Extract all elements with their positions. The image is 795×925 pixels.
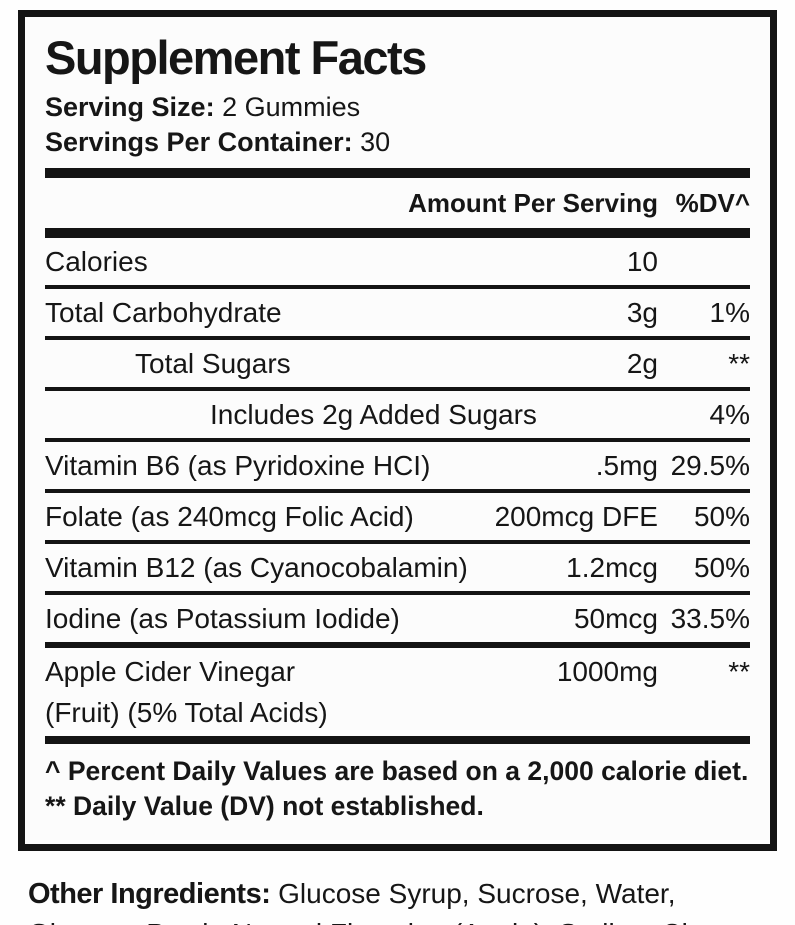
column-header-dv: %DV^ (675, 187, 750, 218)
thick-divider-top (45, 167, 750, 178)
footnotes: ^ Percent Daily Values are based on a 2,… (45, 744, 750, 832)
row-divider (45, 336, 750, 341)
nutrient-name: Includes 2g Added Sugars (210, 399, 537, 431)
row-divider (45, 489, 750, 494)
panel-title: Supplement Facts (45, 31, 427, 84)
nutrient-row: Calories 10 (45, 238, 750, 285)
serving-size-line: Serving Size: 2 Gummies (45, 90, 750, 125)
column-header-row: Amount Per Serving %DV^ (45, 178, 750, 229)
footnote-dv-not-established: ** Daily Value (DV) not established. (45, 791, 484, 822)
nutrient-dv: 50% (693, 501, 750, 533)
nutrient-rows: Calories 10 Total Carbohydrate 3g 1% Tot… (45, 238, 750, 745)
nutrient-amount: 1000mg (556, 656, 658, 688)
nutrient-dv: 33.5% (670, 603, 750, 635)
row-divider (45, 540, 750, 545)
other-ingredients-label: Other Ingredients: (28, 878, 271, 911)
row-divider (45, 285, 750, 290)
footnote-daily-values: ^ Percent Daily Values are based on a 2,… (45, 756, 749, 787)
nutrient-amount: 50mcg (573, 603, 658, 635)
nutrient-name: Vitamin B6 (as Pyridoxine HCI) (45, 450, 431, 482)
nutrient-row: Vitamin B12 (as Cyanocobalamin) 1.2mcg 5… (45, 544, 750, 591)
nutrient-name: Vitamin B12 (as Cyanocobalamin) (45, 552, 468, 584)
row-divider (45, 591, 750, 596)
serving-size-label: Serving Size: (45, 91, 215, 122)
nutrient-amount: 1.2mcg (566, 552, 658, 584)
servings-per-container-value: 30 (360, 126, 391, 157)
nutrient-row: Vitamin B6 (as Pyridoxine HCI) .5mg 29.5… (45, 442, 750, 489)
supplement-facts-panel: Supplement Facts Serving Size: 2 Gummies… (18, 10, 777, 852)
nutrient-amount: 200mcg DFE (494, 501, 658, 533)
nutrient-row: Total Sugars 2g ** (45, 340, 750, 387)
nutrient-name: Calories (45, 246, 148, 278)
nutrient-amount: .5mg (595, 450, 658, 482)
nutrient-dv: ** (728, 348, 750, 380)
nutrient-dv: 29.5% (670, 450, 750, 482)
nutrient-row: Folate (as 240mcg Folic Acid) 200mcg DFE… (45, 493, 750, 540)
nutrient-row: Total Carbohydrate 3g 1% (45, 289, 750, 336)
nutrient-row: Apple Cider Vinegar 1000mg ** (Fruit) (5… (45, 648, 750, 736)
nutrient-row: Includes 2g Added Sugars 4% (45, 391, 750, 438)
servings-per-container-line: Servings Per Container: 30 (45, 125, 750, 160)
nutrient-dv: 50% (693, 552, 750, 584)
nutrient-name: Folate (as 240mcg Folic Acid) (45, 501, 414, 533)
serving-size-value: 2 Gummies (222, 91, 361, 122)
thick-divider-header (45, 228, 750, 239)
nutrient-name: Apple Cider Vinegar (45, 656, 296, 688)
nutrient-amount: 10 (626, 246, 658, 278)
row-divider (45, 387, 750, 392)
other-ingredients: Other Ingredients: Glucose Syrup, Sucros… (28, 875, 767, 925)
nutrient-amount: 2g (626, 348, 658, 380)
nutrient-dv: 1% (709, 297, 750, 329)
column-header-amount: Amount Per Serving (408, 187, 658, 218)
row-divider (45, 736, 750, 745)
row-divider (45, 642, 750, 649)
nutrient-name: Total Sugars (135, 348, 291, 380)
row-divider (45, 438, 750, 443)
nutrient-row: Iodine (as Potassium Iodide) 50mcg 33.5% (45, 595, 750, 642)
servings-per-container-label: Servings Per Container: (45, 126, 353, 157)
nutrient-dv: 4% (709, 399, 750, 431)
other-ingredients-text: Glucose Syrup, Sucrose, Water, Glucose, … (28, 878, 752, 925)
nutrient-dv: ** (728, 656, 750, 688)
nutrient-amount: 3g (626, 297, 658, 329)
nutrient-name-line2: (Fruit) (5% Total Acids) (45, 697, 328, 729)
nutrient-name: Total Carbohydrate (45, 297, 282, 329)
nutrient-name: Iodine (as Potassium Iodide) (45, 603, 400, 635)
